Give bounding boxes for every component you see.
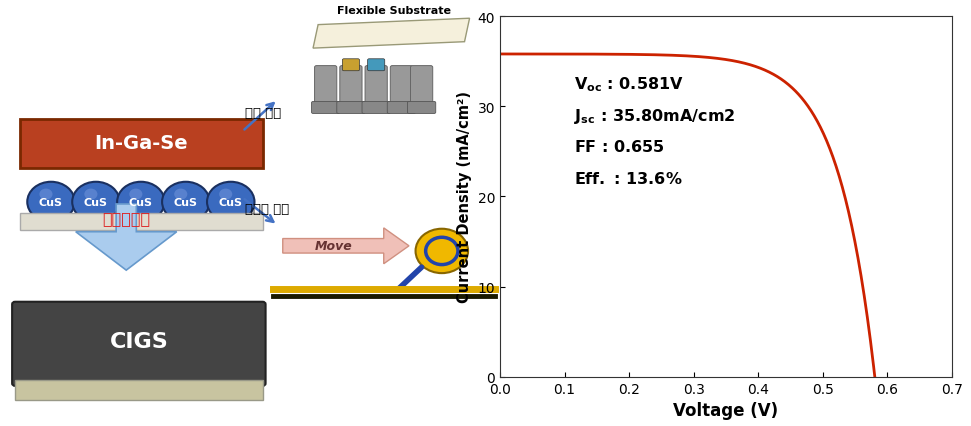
Text: Flexible Substrate: Flexible Substrate	[337, 6, 451, 16]
Text: $\mathbf{Eff.}$ : 13.6%: $\mathbf{Eff.}$ : 13.6%	[574, 170, 683, 187]
Text: CuS: CuS	[174, 197, 198, 207]
FancyBboxPatch shape	[411, 66, 433, 106]
FancyBboxPatch shape	[20, 213, 262, 231]
Circle shape	[162, 182, 210, 222]
FancyBboxPatch shape	[365, 66, 387, 106]
Circle shape	[129, 189, 143, 200]
FancyBboxPatch shape	[340, 66, 362, 106]
Circle shape	[207, 182, 254, 222]
Y-axis label: Current Density (mA/cm²): Current Density (mA/cm²)	[457, 91, 472, 303]
FancyBboxPatch shape	[362, 102, 390, 114]
Text: 비진공 코팅: 비진공 코팅	[245, 202, 289, 215]
FancyBboxPatch shape	[368, 60, 385, 72]
Text: CuS: CuS	[129, 197, 152, 207]
Text: $\mathbf{V_{oc}}$ : 0.581V: $\mathbf{V_{oc}}$ : 0.581V	[574, 75, 684, 94]
Circle shape	[174, 189, 187, 200]
FancyBboxPatch shape	[343, 60, 359, 72]
FancyBboxPatch shape	[12, 302, 266, 386]
X-axis label: Voltage (V): Voltage (V)	[673, 401, 779, 419]
Text: CIGS: CIGS	[110, 331, 168, 351]
Text: CuS: CuS	[218, 197, 243, 207]
Text: Move: Move	[315, 240, 352, 253]
Polygon shape	[76, 204, 177, 271]
Text: $\mathbf{J_{sc}}$ : 35.80mA/cm2: $\mathbf{J_{sc}}$ : 35.80mA/cm2	[574, 106, 736, 126]
Text: CuS: CuS	[84, 197, 108, 207]
FancyBboxPatch shape	[387, 102, 416, 114]
Circle shape	[117, 182, 165, 222]
Polygon shape	[313, 19, 470, 49]
Polygon shape	[283, 228, 409, 264]
FancyBboxPatch shape	[16, 380, 262, 400]
Text: CuS: CuS	[39, 197, 63, 207]
FancyBboxPatch shape	[408, 102, 436, 114]
FancyBboxPatch shape	[337, 102, 365, 114]
Circle shape	[40, 189, 52, 200]
Circle shape	[27, 182, 75, 222]
FancyBboxPatch shape	[20, 119, 262, 168]
FancyBboxPatch shape	[315, 66, 337, 106]
FancyBboxPatch shape	[390, 66, 413, 106]
FancyBboxPatch shape	[312, 102, 340, 114]
Circle shape	[84, 189, 97, 200]
Text: $\mathbf{FF}$ : 0.655: $\mathbf{FF}$ : 0.655	[574, 139, 665, 155]
Text: 열처리공정: 열처리공정	[102, 210, 151, 226]
Circle shape	[219, 189, 232, 200]
Circle shape	[72, 182, 119, 222]
Circle shape	[416, 229, 468, 273]
Text: 진공 증착: 진공 증착	[245, 106, 282, 119]
Text: In-Ga-Se: In-Ga-Se	[94, 134, 188, 153]
